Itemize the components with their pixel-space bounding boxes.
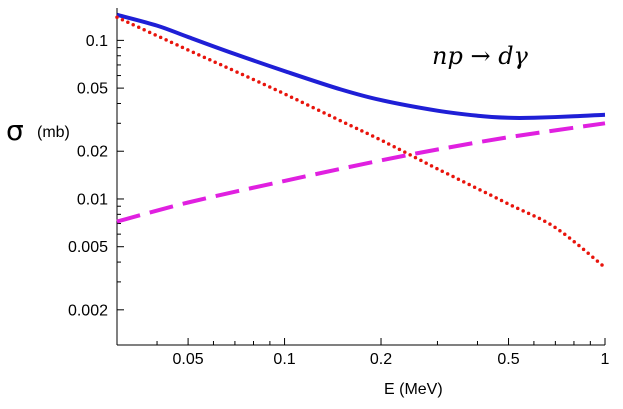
y-tick-label: 0.1 (86, 33, 108, 50)
x-tick-label: 0.5 (497, 351, 519, 368)
ticks: 0.05 0.1 0.2 0.5 1 0.1 0.05 0.02 0.01 0.005 0.002 (68, 33, 610, 368)
y-tick-label: 0.02 (77, 144, 108, 161)
x-tick-label: 1 (601, 351, 610, 368)
y-tick-label: 0.005 (68, 239, 108, 256)
x-tick-label: 0.1 (273, 351, 295, 368)
series-dashed-line (116, 121, 606, 224)
reaction-annotation: np → dγ (432, 42, 529, 70)
y-tick-label: 0.002 (68, 302, 108, 319)
axes (116, 8, 605, 346)
y-tick-label: 0.05 (77, 81, 108, 98)
y-axis-unit: (mb) (37, 124, 70, 141)
x-axis-label: E (MeV) (384, 381, 443, 398)
series-group (115, 12, 607, 270)
y-axis-symbol: σ (6, 114, 24, 147)
y-tick-label: 0.01 (77, 191, 108, 208)
series-solid-line (116, 12, 606, 120)
x-tick-label: 0.05 (173, 351, 204, 368)
x-tick-label: 0.2 (370, 351, 392, 368)
series-dotted-line (115, 15, 607, 270)
